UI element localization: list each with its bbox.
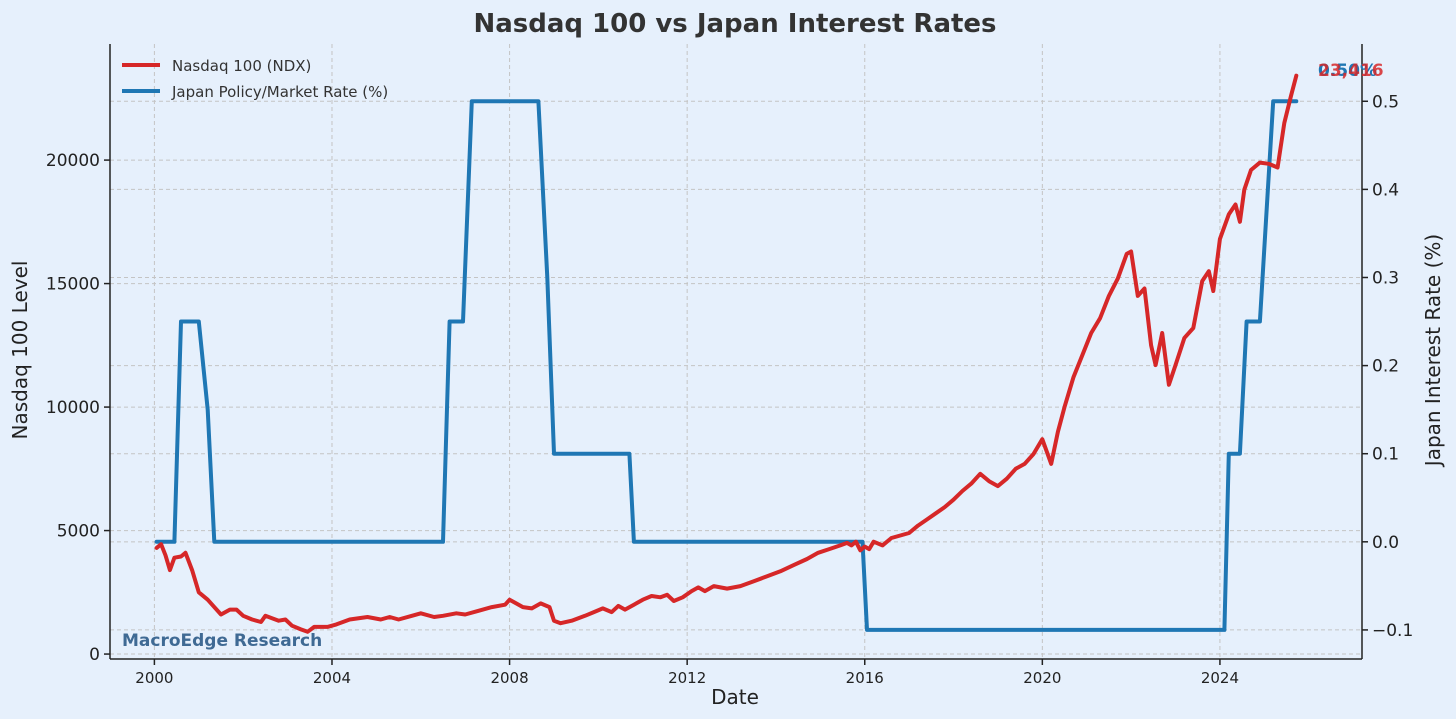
x-tick-label: 2012 <box>668 669 706 687</box>
nasdaq-end-label: 23,416 <box>1318 61 1384 81</box>
right-tick-label: 0.0 <box>1372 533 1399 553</box>
x-axis-title: Date <box>711 685 759 709</box>
left-tick-label: 10000 <box>46 398 100 418</box>
right-tick-label: 0.1 <box>1372 445 1399 465</box>
x-tick-label: 2016 <box>846 669 884 687</box>
axes-frame <box>109 44 1363 660</box>
rate-line <box>154 99 1299 632</box>
legend-label-nasdaq: Nasdaq 100 (NDX) <box>172 57 311 75</box>
right-y-axis-ticks: −0.1 0.0 0.1 0.2 0.3 0.4 0.5 <box>1362 92 1413 641</box>
x-tick-label: 2004 <box>313 669 351 687</box>
legend: Nasdaq 100 (NDX) Japan Policy/Market Rat… <box>122 57 388 101</box>
left-tick-label: 20000 <box>46 151 100 171</box>
x-tick-label: 2008 <box>490 669 528 687</box>
chart-title: Nasdaq 100 vs Japan Interest Rates <box>473 9 996 39</box>
right-tick-label: 0.4 <box>1372 180 1399 200</box>
right-tick-label: 0.2 <box>1372 357 1399 377</box>
x-axis-ticks: 2000 2004 2008 2012 2016 2020 2024 <box>135 659 1239 687</box>
right-tick-label: 0.5 <box>1372 92 1399 112</box>
left-tick-label: 15000 <box>46 275 100 295</box>
left-tick-label: 5000 <box>57 522 100 542</box>
rate-end-label: 0.50% <box>1318 61 1377 81</box>
left-y-axis-ticks: 0 5000 10000 15000 20000 <box>46 151 110 665</box>
watermark: MacroEdge Research <box>122 631 322 651</box>
x-tick-label: 2000 <box>135 669 173 687</box>
legend-label-rate: Japan Policy/Market Rate (%) <box>171 83 388 101</box>
nasdaq-line <box>154 73 1299 634</box>
left-tick-label: 0 <box>89 645 100 665</box>
right-tick-label: −0.1 <box>1372 621 1413 641</box>
series-group <box>154 73 1299 634</box>
right-y-axis-title: Japan Interest Rate (%) <box>1421 234 1445 468</box>
x-tick-label: 2020 <box>1023 669 1061 687</box>
gridlines <box>110 44 1362 659</box>
x-tick-label: 2024 <box>1201 669 1239 687</box>
left-y-axis-title: Nasdaq 100 Level <box>8 261 32 440</box>
right-tick-label: 0.3 <box>1372 268 1399 288</box>
